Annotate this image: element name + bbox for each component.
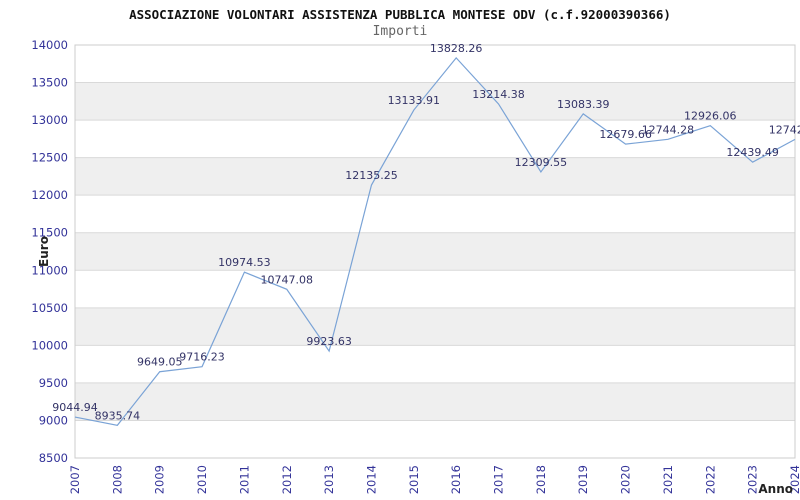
svg-text:2012: 2012 bbox=[280, 465, 294, 494]
series-line bbox=[74, 56, 796, 426]
svg-text:12309.55: 12309.55 bbox=[515, 156, 568, 169]
svg-text:12742.93: 12742.93 bbox=[769, 123, 800, 136]
svg-text:2009: 2009 bbox=[153, 465, 167, 494]
x-axis-tick-labels: 2007 2008 2009 2010 2011 2012 2013 2014 2015 2016… bbox=[68, 465, 800, 494]
svg-text:2008: 2008 bbox=[110, 465, 124, 494]
svg-text:11500: 11500 bbox=[31, 226, 68, 240]
svg-text:12000: 12000 bbox=[31, 188, 68, 202]
chart-subtitle: Importi bbox=[372, 24, 428, 39]
svg-text:8935.74: 8935.74 bbox=[95, 409, 141, 422]
svg-text:2013: 2013 bbox=[322, 465, 336, 494]
svg-text:11000: 11000 bbox=[31, 263, 68, 277]
svg-text:2014: 2014 bbox=[364, 465, 378, 494]
svg-text:13500: 13500 bbox=[31, 76, 68, 90]
svg-text:12135.25: 12135.25 bbox=[345, 169, 398, 182]
svg-text:2019: 2019 bbox=[576, 465, 590, 494]
background-bands bbox=[75, 45, 795, 458]
svg-text:2011: 2011 bbox=[237, 465, 251, 494]
svg-text:2015: 2015 bbox=[407, 465, 421, 494]
svg-text:2016: 2016 bbox=[449, 465, 463, 494]
svg-text:10747.08: 10747.08 bbox=[261, 273, 314, 286]
plot-border bbox=[74, 44, 796, 459]
svg-text:2010: 2010 bbox=[195, 465, 209, 494]
svg-text:9044.94: 9044.94 bbox=[52, 401, 98, 414]
svg-text:8500: 8500 bbox=[39, 451, 68, 465]
svg-text:13133.91: 13133.91 bbox=[388, 94, 441, 107]
svg-text:12744.28: 12744.28 bbox=[642, 123, 695, 136]
svg-text:12439.49: 12439.49 bbox=[726, 146, 779, 159]
svg-text:14000: 14000 bbox=[31, 38, 68, 52]
svg-text:9649.05: 9649.05 bbox=[137, 356, 183, 369]
svg-text:2017: 2017 bbox=[492, 465, 506, 494]
svg-text:12500: 12500 bbox=[31, 151, 68, 165]
svg-text:9716.23: 9716.23 bbox=[179, 351, 225, 364]
x-axis-title: Anno bbox=[758, 482, 793, 496]
y-axis-tick-labels: 8500 9000 9500 10000 10500 11000 11500 12000 125… bbox=[31, 38, 68, 465]
svg-text:9000: 9000 bbox=[39, 413, 68, 427]
svg-text:2023: 2023 bbox=[746, 465, 760, 494]
chart-title: ASSOCIAZIONE VOLONTARI ASSISTENZA PUBBLI… bbox=[129, 7, 671, 22]
svg-text:2020: 2020 bbox=[619, 465, 633, 494]
svg-text:13828.26: 13828.26 bbox=[430, 42, 483, 55]
svg-text:9500: 9500 bbox=[39, 376, 68, 390]
svg-text:10974.53: 10974.53 bbox=[218, 256, 271, 269]
svg-text:2007: 2007 bbox=[68, 465, 82, 494]
svg-text:13083.39: 13083.39 bbox=[557, 98, 610, 111]
svg-text:2024: 2024 bbox=[788, 465, 800, 494]
svg-text:9923.63: 9923.63 bbox=[306, 335, 352, 348]
svg-text:12926.06: 12926.06 bbox=[684, 110, 737, 123]
svg-text:10000: 10000 bbox=[31, 338, 68, 352]
y-axis-title: Euro bbox=[37, 236, 51, 267]
svg-text:10500: 10500 bbox=[31, 301, 68, 315]
svg-text:2022: 2022 bbox=[703, 465, 717, 494]
svg-text:12679.66: 12679.66 bbox=[599, 128, 652, 141]
svg-text:2021: 2021 bbox=[661, 465, 675, 494]
svg-text:13000: 13000 bbox=[31, 113, 68, 127]
svg-text:13214.38: 13214.38 bbox=[472, 88, 525, 101]
svg-text:2018: 2018 bbox=[534, 465, 548, 494]
